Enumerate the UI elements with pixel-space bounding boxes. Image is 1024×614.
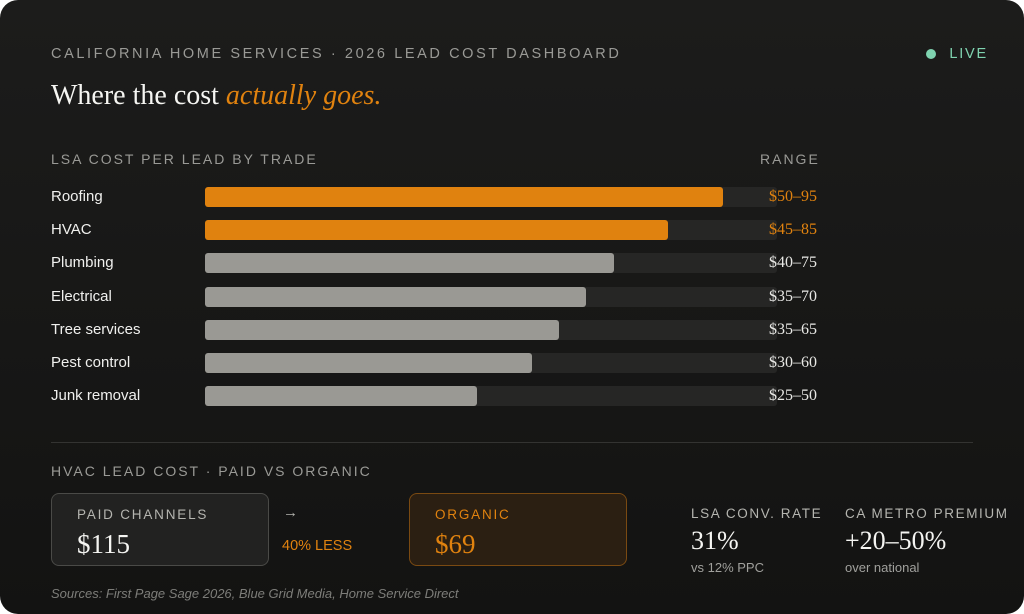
stat-label: CA METRO PREMIUM xyxy=(845,506,1009,521)
range-column-label: RANGE xyxy=(760,151,820,167)
stat-label: LSA CONV. RATE xyxy=(691,506,823,521)
bar xyxy=(205,319,559,340)
bar-row: Junk removal $25–50 xyxy=(51,385,831,407)
dashboard-eyebrow: CALIFORNIA HOME SERVICES · 2026 LEAD COS… xyxy=(51,46,622,62)
range-label: $40–75 xyxy=(769,254,817,272)
organic-value: $69 xyxy=(435,529,476,559)
organic-label: ORGANIC xyxy=(435,507,511,522)
live-label: LIVE xyxy=(949,46,988,62)
category-label: Roofing xyxy=(51,188,103,205)
live-indicator: LIVE xyxy=(926,46,988,62)
stat-value: 31% xyxy=(691,526,739,555)
live-dot-icon xyxy=(926,49,937,59)
bar-track xyxy=(205,353,777,373)
savings-label: 40% LESS xyxy=(282,538,353,554)
bar-track xyxy=(205,286,777,307)
bar-track xyxy=(205,187,777,207)
bar-track xyxy=(205,319,777,340)
range-label: $50–95 xyxy=(769,188,817,205)
stat-value: +20–50% xyxy=(845,526,947,555)
bar xyxy=(205,353,532,373)
stat-subtext: over national xyxy=(845,560,920,575)
bar-row: Electrical $35–70 xyxy=(51,286,831,308)
bar xyxy=(205,220,668,241)
headline-plain: Where the cost xyxy=(51,80,226,111)
chart-title: LSA COST PER LEAD BY TRADE xyxy=(51,151,318,167)
range-label: $35–65 xyxy=(769,320,817,338)
bar-track xyxy=(205,220,777,241)
stat-subtext: vs 12% PPC xyxy=(691,560,764,575)
comparison-label: HVAC LEAD COST · PAID VS ORGANIC xyxy=(51,463,372,479)
bar-track xyxy=(205,386,777,407)
sources-footnote: Sources: First Page Sage 2026, Blue Grid… xyxy=(51,586,459,601)
stat-conversion-rate: LSA CONV. RATE 31% vs 12% PPC xyxy=(691,506,822,575)
range-label: $35–70 xyxy=(769,287,817,305)
category-label: Junk removal xyxy=(51,387,141,405)
bar-row: Tree services $35–65 xyxy=(51,319,831,341)
organic-card: ORGANIC $69 xyxy=(409,493,627,566)
range-label: $25–50 xyxy=(769,387,817,405)
category-label: Tree services xyxy=(51,320,141,338)
bar-row: Pest control $30–60 xyxy=(51,352,831,374)
range-label: $45–85 xyxy=(769,221,817,239)
arrow-right-icon: → xyxy=(283,504,298,521)
category-label: Plumbing xyxy=(51,254,114,272)
paid-channels-value: $115 xyxy=(77,529,130,559)
bar-track xyxy=(205,253,777,274)
bar-row: Plumbing $40–75 xyxy=(51,252,831,274)
category-label: HVAC xyxy=(51,221,92,239)
category-label: Pest control xyxy=(51,354,131,371)
stat-metro-premium: CA METRO PREMIUM +20–50% over national xyxy=(845,506,1009,575)
bar xyxy=(205,253,614,274)
bar xyxy=(205,286,586,307)
bar xyxy=(205,386,477,407)
paid-channels-card: PAID CHANNELS $115 xyxy=(51,493,269,566)
headline-emphasis: actually goes. xyxy=(225,80,382,111)
category-label: Electrical xyxy=(51,287,112,305)
bar-row: Roofing $50–95 xyxy=(51,186,831,208)
bar-row: HVAC $45–85 xyxy=(51,219,831,241)
section-divider xyxy=(51,442,973,443)
page-title: Where the cost actually goes. xyxy=(51,80,381,112)
range-label: $30–60 xyxy=(769,354,817,371)
bar xyxy=(205,187,723,207)
paid-channels-label: PAID CHANNELS xyxy=(77,507,209,522)
